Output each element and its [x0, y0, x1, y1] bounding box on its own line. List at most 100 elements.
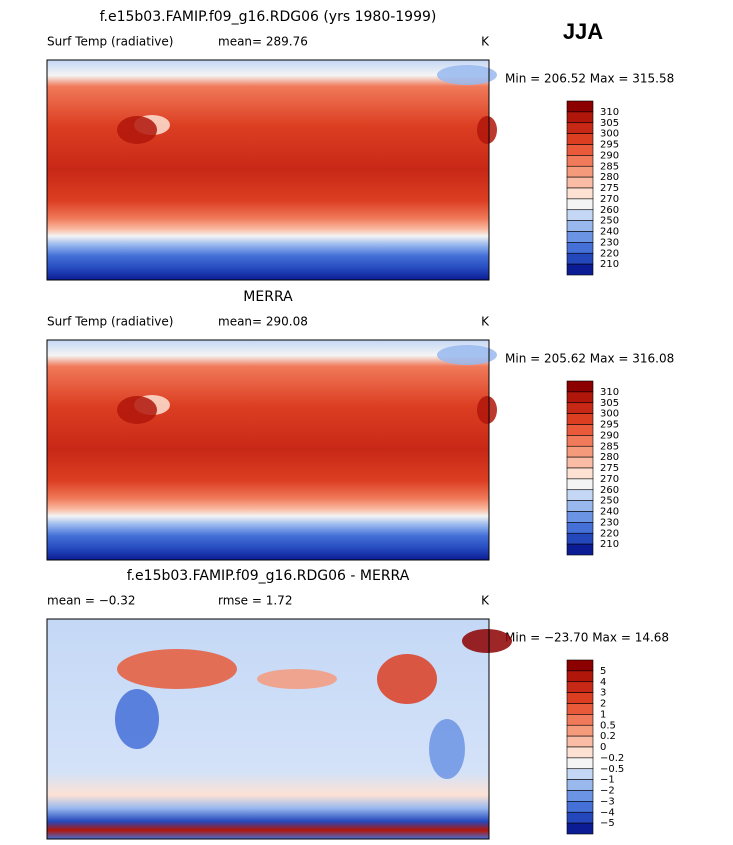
panel-label: mean= 289.76: [218, 35, 308, 49]
panel-title: MERRA: [243, 289, 293, 305]
colorbar-box: [566, 489, 594, 501]
colorbar-box: [566, 724, 594, 737]
colorbar-box: [566, 768, 594, 780]
colorbar-box: [566, 790, 594, 802]
map-feature: [117, 116, 157, 144]
map-field: [47, 340, 489, 560]
map-anomaly: [115, 689, 159, 749]
map-field: [47, 619, 489, 839]
panel-label: Surf Temp (radiative): [47, 35, 173, 49]
map-frame: [46, 59, 490, 281]
colorbar-box: [566, 735, 594, 748]
units-label: K: [481, 35, 490, 49]
colorbar-label: 280: [600, 172, 619, 183]
colorbar-label: 280: [600, 452, 619, 463]
colorbar-label: 240: [600, 507, 619, 518]
colorbar-label: 285: [600, 441, 619, 452]
colorbar-box: [566, 144, 594, 156]
units-label: K: [481, 315, 490, 329]
panel-label: mean = −0.32: [47, 594, 136, 608]
colorbar-label: 210: [600, 259, 619, 270]
colorbar-box: [566, 801, 594, 813]
colorbar-box: [566, 100, 594, 113]
panel-title: f.e15b03.FAMIP.f09_g16.RDG06 (yrs 1980-1…: [100, 9, 437, 25]
colorbar-box: [566, 445, 594, 458]
colorbar-label: 210: [600, 539, 619, 550]
colorbar-box: [566, 424, 594, 436]
colorbar-box: [566, 402, 594, 414]
colorbar-box: [566, 380, 594, 393]
colorbar-label: 310: [600, 387, 619, 398]
colorbar-box: [566, 413, 594, 425]
map-feature: [477, 396, 497, 424]
colorbar-label: −3: [600, 796, 615, 807]
colorbar-label: 260: [600, 485, 619, 496]
colorbar-label: 300: [600, 129, 619, 140]
colorbar-label: 290: [600, 430, 619, 441]
colorbar-label: −2: [600, 786, 615, 797]
colorbar-box: [566, 670, 594, 683]
colorbar-box: [566, 714, 594, 726]
map-anomaly: [257, 669, 337, 689]
colorbar-box: [566, 500, 594, 512]
colorbar-box: [566, 532, 594, 545]
colorbar-label: 285: [600, 161, 619, 172]
colorbar-label: −0.5: [600, 764, 624, 775]
colorbar-box: [566, 133, 594, 145]
map-anomaly: [377, 654, 437, 704]
map-feature: [437, 65, 497, 85]
colorbar-label: 240: [600, 227, 619, 238]
panel-label: mean= 290.08: [218, 315, 308, 329]
colorbar-label: 250: [600, 496, 619, 507]
colorbar-label: 295: [600, 420, 619, 431]
colorbar-label: −1: [600, 775, 615, 786]
map-feature: [477, 116, 497, 144]
colorbar-label: 270: [600, 194, 619, 205]
colorbar-label: 1: [600, 709, 606, 720]
season-label: JJA: [563, 19, 603, 44]
map-frame: [46, 618, 490, 840]
colorbar-label: 275: [600, 183, 619, 194]
colorbar-label: 310: [600, 107, 619, 118]
colorbar-label: 220: [600, 528, 619, 539]
colorbar-label: 250: [600, 216, 619, 227]
map-anomaly: [117, 649, 237, 689]
colorbar-label: 0: [600, 742, 606, 753]
colorbar-box: [566, 746, 594, 759]
colorbar-label: 230: [600, 517, 619, 528]
colorbar-box: [566, 220, 594, 232]
colorbar-label: 5: [600, 666, 606, 677]
colorbar-box: [566, 811, 594, 824]
colorbar-box: [566, 659, 594, 672]
colorbar-box: [566, 122, 594, 134]
colorbar-box: [566, 391, 594, 404]
units-label: K: [481, 594, 490, 608]
colorbar-label: 300: [600, 409, 619, 420]
map-frame: [46, 339, 490, 561]
colorbar-box: [566, 703, 594, 715]
colorbar-box: [566, 456, 594, 469]
colorbar-box: [566, 252, 594, 265]
colorbar-box: [566, 522, 594, 534]
colorbar-box: [566, 198, 594, 211]
colorbar-label: −0.2: [600, 753, 624, 764]
panel-title: f.e15b03.FAMIP.f09_g16.RDG06 - MERRA: [127, 568, 410, 584]
colorbar-label: 260: [600, 205, 619, 216]
map-feature: [437, 345, 497, 365]
colorbar-label: 230: [600, 237, 619, 248]
colorbar-box: [566, 263, 594, 276]
map-anomaly: [429, 719, 465, 779]
range-label: Min = −23.70 Max = 14.68: [505, 631, 669, 645]
colorbar-box: [566, 435, 594, 447]
colorbar-box: [566, 176, 594, 189]
colorbar-label: 0.5: [600, 720, 616, 731]
colorbar-label: 0.2: [600, 731, 616, 742]
colorbar-box: [566, 111, 594, 124]
colorbar-box: [566, 242, 594, 254]
colorbar-box: [566, 822, 594, 835]
range-label: Min = 206.52 Max = 315.58: [505, 72, 674, 86]
colorbar-box: [566, 231, 594, 243]
colorbar-box: [566, 692, 594, 704]
colorbar-box: [566, 511, 594, 523]
colorbar-box: [566, 543, 594, 556]
